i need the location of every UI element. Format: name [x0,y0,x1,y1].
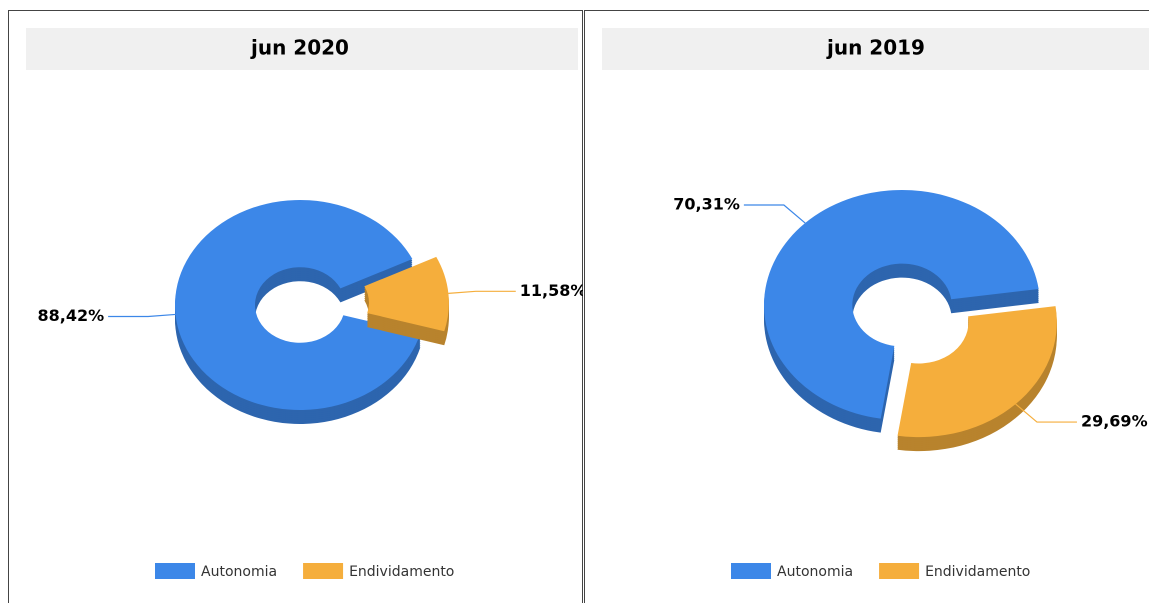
legend-swatch [155,563,195,579]
leader-line [743,204,806,224]
value-label: 11,58% [520,281,583,300]
slice [364,256,449,332]
chart-title: jun 2019 [826,36,925,60]
legend-label: Autonomia [201,564,277,580]
title-bar [602,28,1149,70]
legend-swatch [303,563,344,579]
legend-label: Autonomia [777,564,853,580]
slice [174,200,421,411]
chart-panel: jun 2019 70,31% 29,69% Autonomia Endividamen… [584,10,1149,603]
legend-swatch [879,563,920,579]
value-label: 70,31% [673,195,740,214]
legend-label: Endividamento [925,564,1030,580]
legend-label: Endividamento [349,564,454,580]
legend-swatch [731,563,771,579]
slice [897,306,1057,438]
title-bar [26,28,578,70]
chart-panel: jun 2020 88,42% 11,58% Autonomia Endividamen… [8,10,583,603]
leader-line [448,290,516,295]
value-label: 29,69% [1081,412,1148,431]
slice [764,189,1039,419]
chart-title: jun 2020 [250,36,349,60]
leader-line [1015,403,1077,423]
value-label: 88,42% [37,306,104,325]
leader-line [108,313,176,318]
